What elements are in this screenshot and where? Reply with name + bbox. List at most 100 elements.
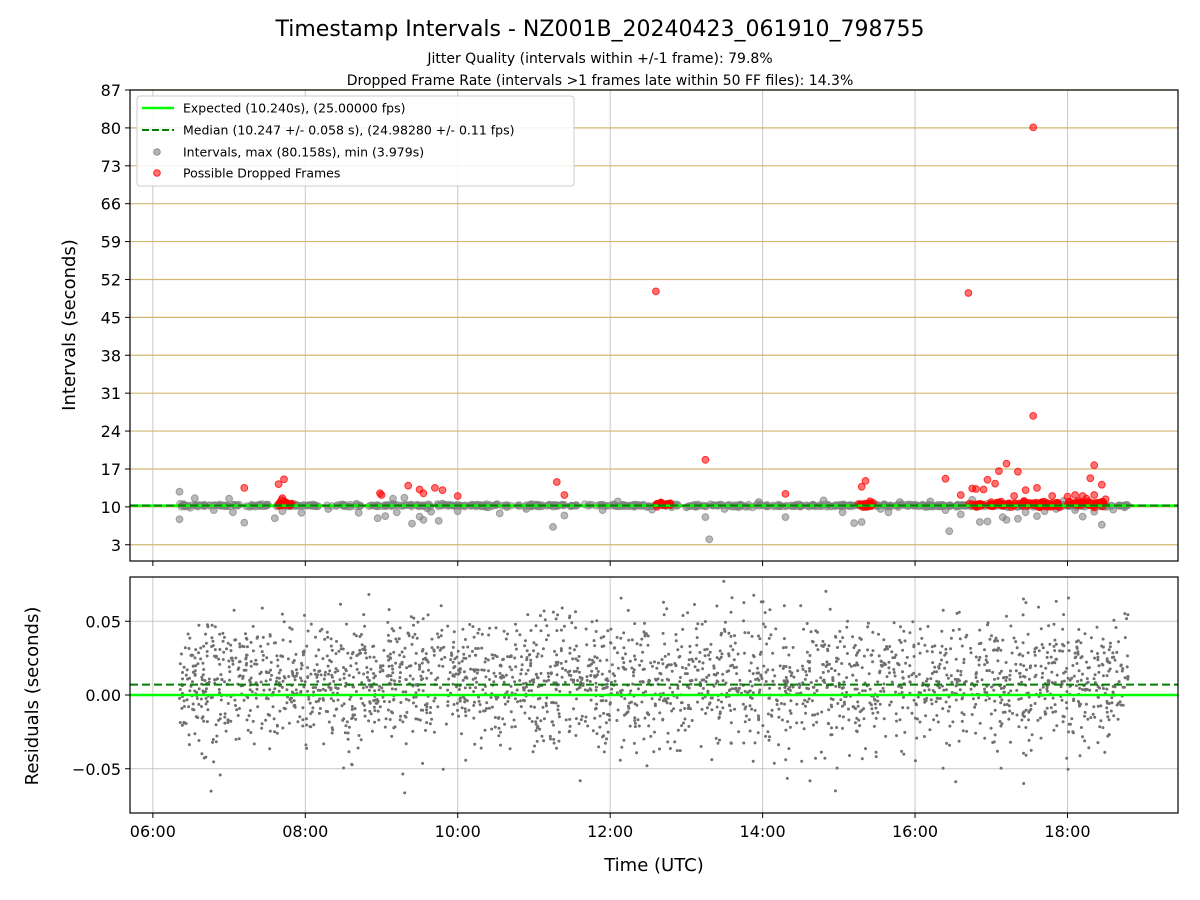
residual-point (784, 728, 788, 732)
legend-box (136, 95, 575, 187)
residual-point (987, 697, 991, 701)
residual-point (202, 644, 206, 648)
residual-point (957, 610, 961, 614)
interval-point (1021, 508, 1030, 517)
residual-point (227, 659, 231, 663)
residual-point (757, 634, 760, 638)
interval-point (389, 494, 397, 503)
residual-point (851, 673, 855, 677)
residual-point (295, 668, 298, 672)
residual-point (662, 613, 666, 617)
residual-point (1027, 710, 1031, 714)
residual-point (386, 674, 390, 678)
residual-point (520, 663, 524, 667)
residual-point (998, 671, 1002, 675)
residual-point (599, 636, 603, 640)
residual-point (196, 662, 200, 666)
residual-point (195, 690, 199, 694)
residual-point (621, 665, 625, 669)
residual-point (294, 652, 298, 656)
y-tick-label: 17 (101, 460, 121, 479)
residual-point (541, 647, 545, 651)
residual-point (715, 679, 719, 683)
residual-point (637, 687, 640, 691)
residual-point (269, 660, 273, 664)
residual-point (1123, 636, 1127, 640)
residual-point (898, 718, 902, 722)
residual-point (809, 681, 813, 684)
residual-point (541, 705, 545, 709)
residual-point (589, 698, 593, 702)
residual-point (789, 711, 793, 715)
residual-point (716, 741, 720, 745)
x-tick-label: 12:00 (587, 822, 633, 841)
residual-point (291, 671, 295, 675)
residual-point (211, 738, 215, 741)
residual-point (858, 636, 862, 640)
residual-point (835, 726, 839, 729)
residual-point (717, 716, 721, 720)
residual-point (275, 723, 279, 727)
residual-point (1024, 708, 1028, 712)
residual-point (400, 650, 404, 654)
residual-point (632, 668, 636, 672)
residual-point (1101, 637, 1105, 641)
residual-point (357, 734, 361, 737)
residual-point (187, 647, 191, 650)
residual-point (701, 661, 705, 665)
residual-point (624, 712, 628, 716)
residual-point (536, 697, 540, 701)
residual-point (1054, 710, 1058, 713)
residual-point (494, 626, 498, 630)
residual-point (603, 741, 607, 745)
residual-point (1005, 614, 1008, 618)
residual-point (888, 671, 891, 675)
residual-point (819, 750, 823, 754)
residual-point (577, 670, 581, 674)
residual-point (786, 687, 790, 691)
residual-point (789, 699, 793, 703)
residual-point (918, 651, 922, 655)
residual-point (223, 721, 227, 725)
residual-point (945, 660, 949, 664)
intervals-x-ticks (152, 561, 1068, 566)
residual-point (232, 608, 236, 612)
residual-point (538, 727, 542, 731)
residual-point (918, 627, 922, 631)
residual-point (936, 720, 940, 724)
interval-point (381, 512, 390, 520)
residual-point (586, 689, 590, 693)
residual-point (419, 674, 423, 678)
residual-point (463, 686, 467, 690)
residual-point (897, 663, 900, 666)
residual-point (1041, 685, 1045, 689)
residual-point (413, 632, 417, 636)
residual-point (460, 659, 464, 663)
dropped-frame-point (404, 481, 413, 490)
residual-point (367, 719, 371, 723)
residual-point (371, 645, 375, 648)
residual-point (472, 690, 476, 693)
residual-point (974, 702, 978, 706)
residual-point (184, 673, 188, 677)
residual-point (393, 679, 396, 683)
residual-point (900, 749, 904, 753)
residual-point (248, 688, 252, 692)
residual-point (719, 633, 723, 637)
residual-point (423, 656, 427, 660)
residual-point (247, 714, 251, 718)
residual-point (1003, 703, 1007, 707)
residual-point (1003, 710, 1007, 714)
residual-point (407, 698, 411, 702)
residual-point (694, 678, 698, 682)
residual-point (908, 631, 912, 635)
residual-point (363, 714, 367, 718)
residual-point (695, 636, 699, 640)
residual-point (941, 766, 945, 770)
residual-point (642, 737, 646, 741)
residual-point (914, 702, 918, 706)
residual-point (933, 665, 937, 669)
residual-point (501, 658, 505, 662)
residual-point (315, 663, 319, 667)
interval-point (229, 508, 237, 517)
